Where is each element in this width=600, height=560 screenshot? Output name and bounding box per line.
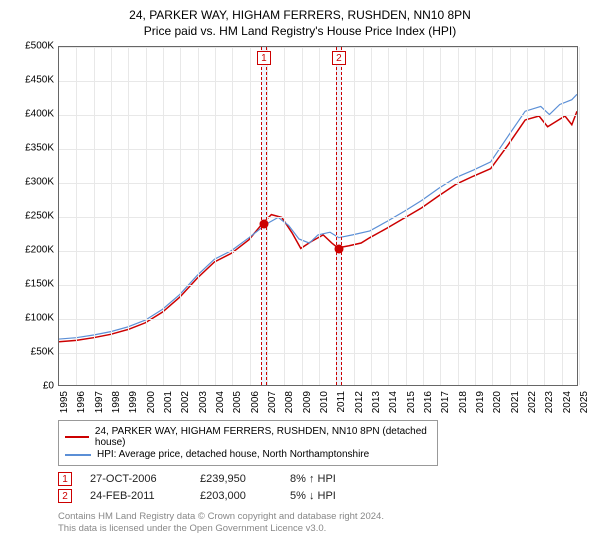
sale-marker-badge: 2: [332, 51, 346, 65]
y-tick-label: £200K: [14, 245, 54, 256]
title-line1: 24, PARKER WAY, HIGHAM FERRERS, RUSHDEN,…: [14, 8, 586, 22]
legend-item: 24, PARKER WAY, HIGHAM FERRERS, RUSHDEN,…: [65, 426, 431, 448]
x-gridline: [146, 47, 147, 385]
sale-date: 27-OCT-2006: [90, 473, 200, 485]
series-price_paid: [59, 111, 577, 342]
x-gridline: [406, 47, 407, 385]
y-tick-label: £250K: [14, 211, 54, 222]
x-gridline: [579, 47, 580, 385]
x-gridline: [492, 47, 493, 385]
legend-label: 24, PARKER WAY, HIGHAM FERRERS, RUSHDEN,…: [95, 426, 431, 448]
title-line2: Price paid vs. HM Land Registry's House …: [14, 24, 586, 38]
legend: 24, PARKER WAY, HIGHAM FERRERS, RUSHDEN,…: [58, 420, 438, 466]
chart-area: 1995199619971998199920002001200220032004…: [14, 46, 586, 416]
x-gridline: [562, 47, 563, 385]
sale-marker-icon: [334, 244, 343, 253]
sale-badge-icon: 1: [58, 472, 72, 486]
y-gridline: [59, 149, 577, 150]
sale-date: 24-FEB-2011: [90, 490, 200, 502]
y-gridline: [59, 183, 577, 184]
x-gridline: [371, 47, 372, 385]
plot-region: 1995199619971998199920002001200220032004…: [58, 46, 578, 386]
x-gridline: [128, 47, 129, 385]
sale-badge-icon: 2: [58, 489, 72, 503]
footer-line: This data is licensed under the Open Gov…: [58, 523, 586, 535]
chart-container: 24, PARKER WAY, HIGHAM FERRERS, RUSHDEN,…: [0, 0, 600, 535]
x-gridline: [319, 47, 320, 385]
y-tick-label: £100K: [14, 313, 54, 324]
y-tick-label: £150K: [14, 279, 54, 290]
x-gridline: [215, 47, 216, 385]
sales-table: 1 27-OCT-2006 £239,950 8% ↑ HPI 2 24-FEB…: [58, 472, 586, 503]
x-gridline: [302, 47, 303, 385]
y-gridline: [59, 251, 577, 252]
y-tick-label: £500K: [14, 41, 54, 52]
x-gridline: [388, 47, 389, 385]
x-gridline: [458, 47, 459, 385]
legend-swatch-icon: [65, 436, 89, 438]
x-gridline: [76, 47, 77, 385]
x-gridline: [510, 47, 511, 385]
y-gridline: [59, 217, 577, 218]
x-gridline: [180, 47, 181, 385]
x-gridline: [198, 47, 199, 385]
footer: Contains HM Land Registry data © Crown c…: [58, 511, 586, 535]
footer-line: Contains HM Land Registry data © Crown c…: [58, 511, 586, 523]
y-gridline: [59, 353, 577, 354]
x-gridline: [527, 47, 528, 385]
y-gridline: [59, 319, 577, 320]
x-gridline: [475, 47, 476, 385]
legend-swatch-icon: [65, 454, 91, 456]
x-gridline: [163, 47, 164, 385]
sale-marker-icon: [259, 219, 268, 228]
y-tick-label: £50K: [14, 347, 54, 358]
y-tick-label: £300K: [14, 177, 54, 188]
sale-price: £239,950: [200, 473, 290, 485]
sale-marker-badge: 1: [257, 51, 271, 65]
sale-price: £203,000: [200, 490, 290, 502]
y-tick-label: £450K: [14, 75, 54, 86]
x-gridline: [354, 47, 355, 385]
series-svg: [59, 47, 577, 385]
x-gridline: [440, 47, 441, 385]
x-gridline: [232, 47, 233, 385]
y-gridline: [59, 47, 577, 48]
legend-item: HPI: Average price, detached house, Nort…: [65, 449, 431, 460]
x-gridline: [250, 47, 251, 385]
y-gridline: [59, 81, 577, 82]
y-gridline: [59, 285, 577, 286]
sale-band: [336, 47, 342, 385]
x-gridline: [94, 47, 95, 385]
y-gridline: [59, 115, 577, 116]
sale-delta: 8% ↑ HPI: [290, 473, 430, 485]
title-block: 24, PARKER WAY, HIGHAM FERRERS, RUSHDEN,…: [14, 8, 586, 38]
table-row: 1 27-OCT-2006 £239,950 8% ↑ HPI: [58, 472, 586, 486]
legend-label: HPI: Average price, detached house, Nort…: [97, 449, 369, 460]
x-gridline: [544, 47, 545, 385]
y-tick-label: £400K: [14, 109, 54, 120]
sale-band: [261, 47, 267, 385]
y-tick-label: £350K: [14, 143, 54, 154]
x-gridline: [423, 47, 424, 385]
x-gridline: [267, 47, 268, 385]
table-row: 2 24-FEB-2011 £203,000 5% ↓ HPI: [58, 489, 586, 503]
x-gridline: [111, 47, 112, 385]
y-tick-label: £0: [14, 381, 54, 392]
sale-delta: 5% ↓ HPI: [290, 490, 430, 502]
x-gridline: [284, 47, 285, 385]
